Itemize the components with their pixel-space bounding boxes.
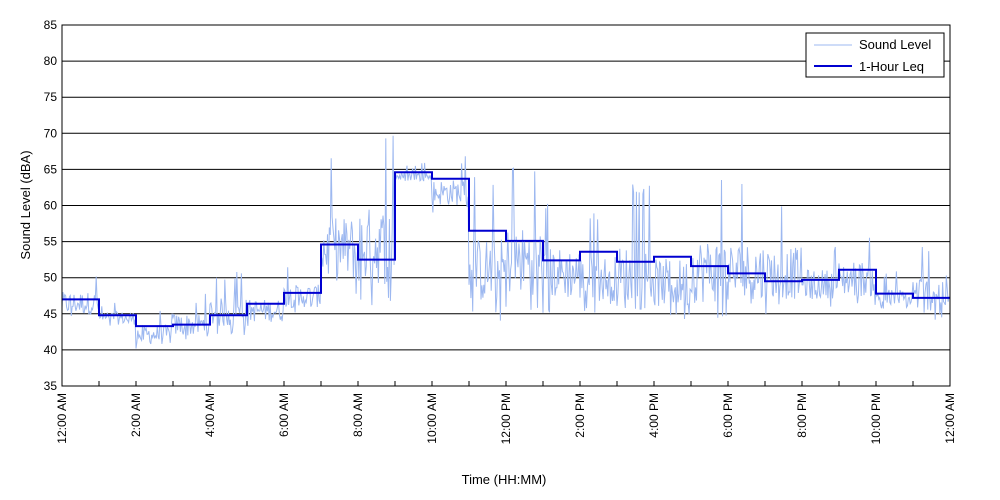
x-tick-label: 10:00 AM <box>425 393 439 444</box>
legend-label-sound-level: Sound Level <box>859 37 931 52</box>
x-tick-label: 4:00 AM <box>203 393 217 437</box>
leq-series <box>62 171 950 328</box>
y-tick-label: 80 <box>44 54 58 68</box>
leq-step-line <box>62 171 950 328</box>
sound-level-line <box>61 135 950 349</box>
y-tick-label: 45 <box>44 307 58 321</box>
legend-label-leq: 1-Hour Leq <box>859 59 924 74</box>
legend-box <box>805 32 945 78</box>
x-tick-label: 6:00 PM <box>721 393 735 438</box>
y-tick-label: 85 <box>44 18 58 32</box>
legend: Sound Level 1-Hour Leq <box>805 32 945 78</box>
y-tick-label: 60 <box>44 199 58 213</box>
x-axis-title: Time (HH:MM) <box>462 472 547 487</box>
y-axis-ticks: 35 40 45 50 55 60 65 70 75 80 85 <box>44 18 58 393</box>
x-tick-label: 12:00 AM <box>55 393 69 444</box>
x-tick-label: 4:00 PM <box>647 393 661 438</box>
x-tick-label: 6:00 AM <box>277 393 291 437</box>
x-tick-label: 12:00 PM <box>499 393 513 444</box>
y-tick-label: 40 <box>44 343 58 357</box>
x-tick-label: 8:00 AM <box>351 393 365 437</box>
sound-level-series <box>61 135 950 349</box>
y-tick-label: 65 <box>44 162 58 176</box>
grid-lines <box>62 60 950 351</box>
y-tick-label: 70 <box>44 126 58 140</box>
x-tick-label: 10:00 PM <box>869 393 883 444</box>
y-tick-label: 75 <box>44 90 58 104</box>
x-tick-label: 8:00 PM <box>795 393 809 438</box>
y-tick-label: 35 <box>44 379 58 393</box>
y-tick-label: 50 <box>44 271 58 285</box>
x-axis-ticks: 12:00 AM 2:00 AM 4:00 AM 6:00 AM 8:00 AM 10:0… <box>55 381 957 444</box>
y-tick-label: 55 <box>44 235 58 249</box>
x-tick-label: 12:00 AM <box>943 393 957 444</box>
y-axis-title: Sound Level (dBA) <box>18 150 33 259</box>
x-tick-label: 2:00 PM <box>573 393 587 438</box>
x-tick-label: 2:00 AM <box>129 393 143 437</box>
